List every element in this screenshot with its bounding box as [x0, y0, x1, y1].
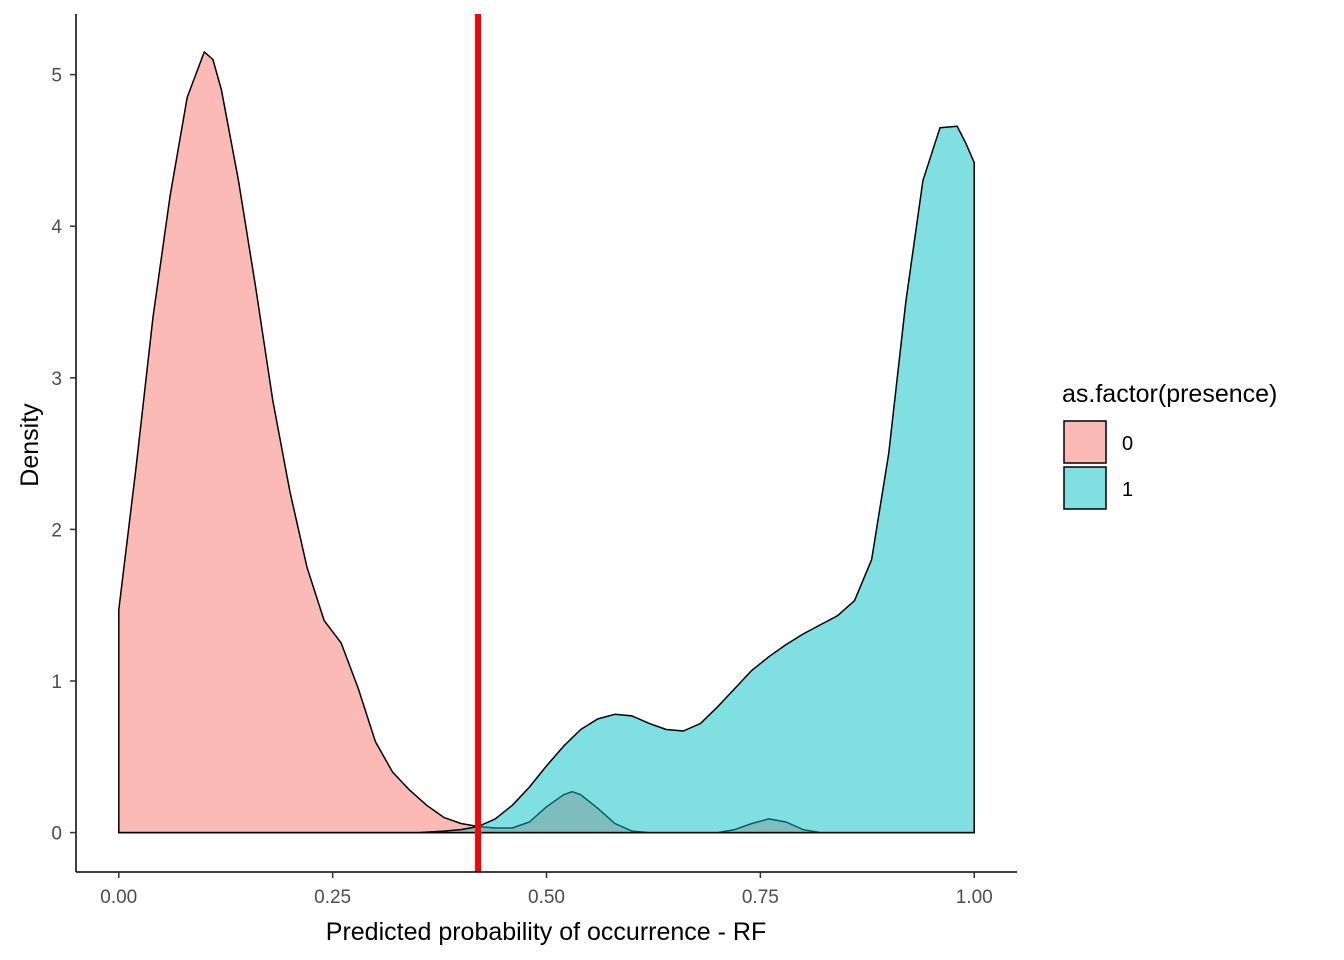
legend: as.factor(presence) 01: [1062, 380, 1277, 510]
y-tick-label: 1: [51, 672, 62, 693]
x-tick-label: 0.75: [742, 887, 779, 908]
legend-label-0: 0: [1122, 433, 1133, 455]
x-axis-ticks: 0.00 0.25 0.50 0.75 1.00: [100, 872, 993, 908]
x-tick-label: 1.00: [956, 887, 993, 908]
y-tick-label: 4: [51, 217, 62, 238]
y-tick-label: 5: [51, 66, 62, 87]
x-tick-label: 0.00: [100, 887, 137, 908]
x-axis-title: Predicted probability of occurrence - RF: [326, 918, 766, 946]
y-tick-label: 3: [51, 369, 62, 390]
y-tick-label: 0: [51, 824, 62, 845]
y-axis-ticks: 0 1 2 3 4 5: [51, 66, 76, 845]
density-area-series-1: [118, 125, 975, 834]
y-axis-title: Density: [16, 403, 44, 487]
legend-key-1: [1063, 466, 1107, 510]
legend-key-0: [1063, 420, 1107, 464]
x-tick-label: 0.50: [528, 887, 565, 908]
legend-title: as.factor(presence): [1062, 380, 1277, 408]
legend-entries: 01: [1063, 420, 1133, 510]
legend-label-1: 1: [1122, 479, 1133, 501]
x-tick-label: 0.25: [314, 887, 351, 908]
y-tick-label: 2: [51, 520, 62, 541]
density-areas: [118, 51, 975, 834]
